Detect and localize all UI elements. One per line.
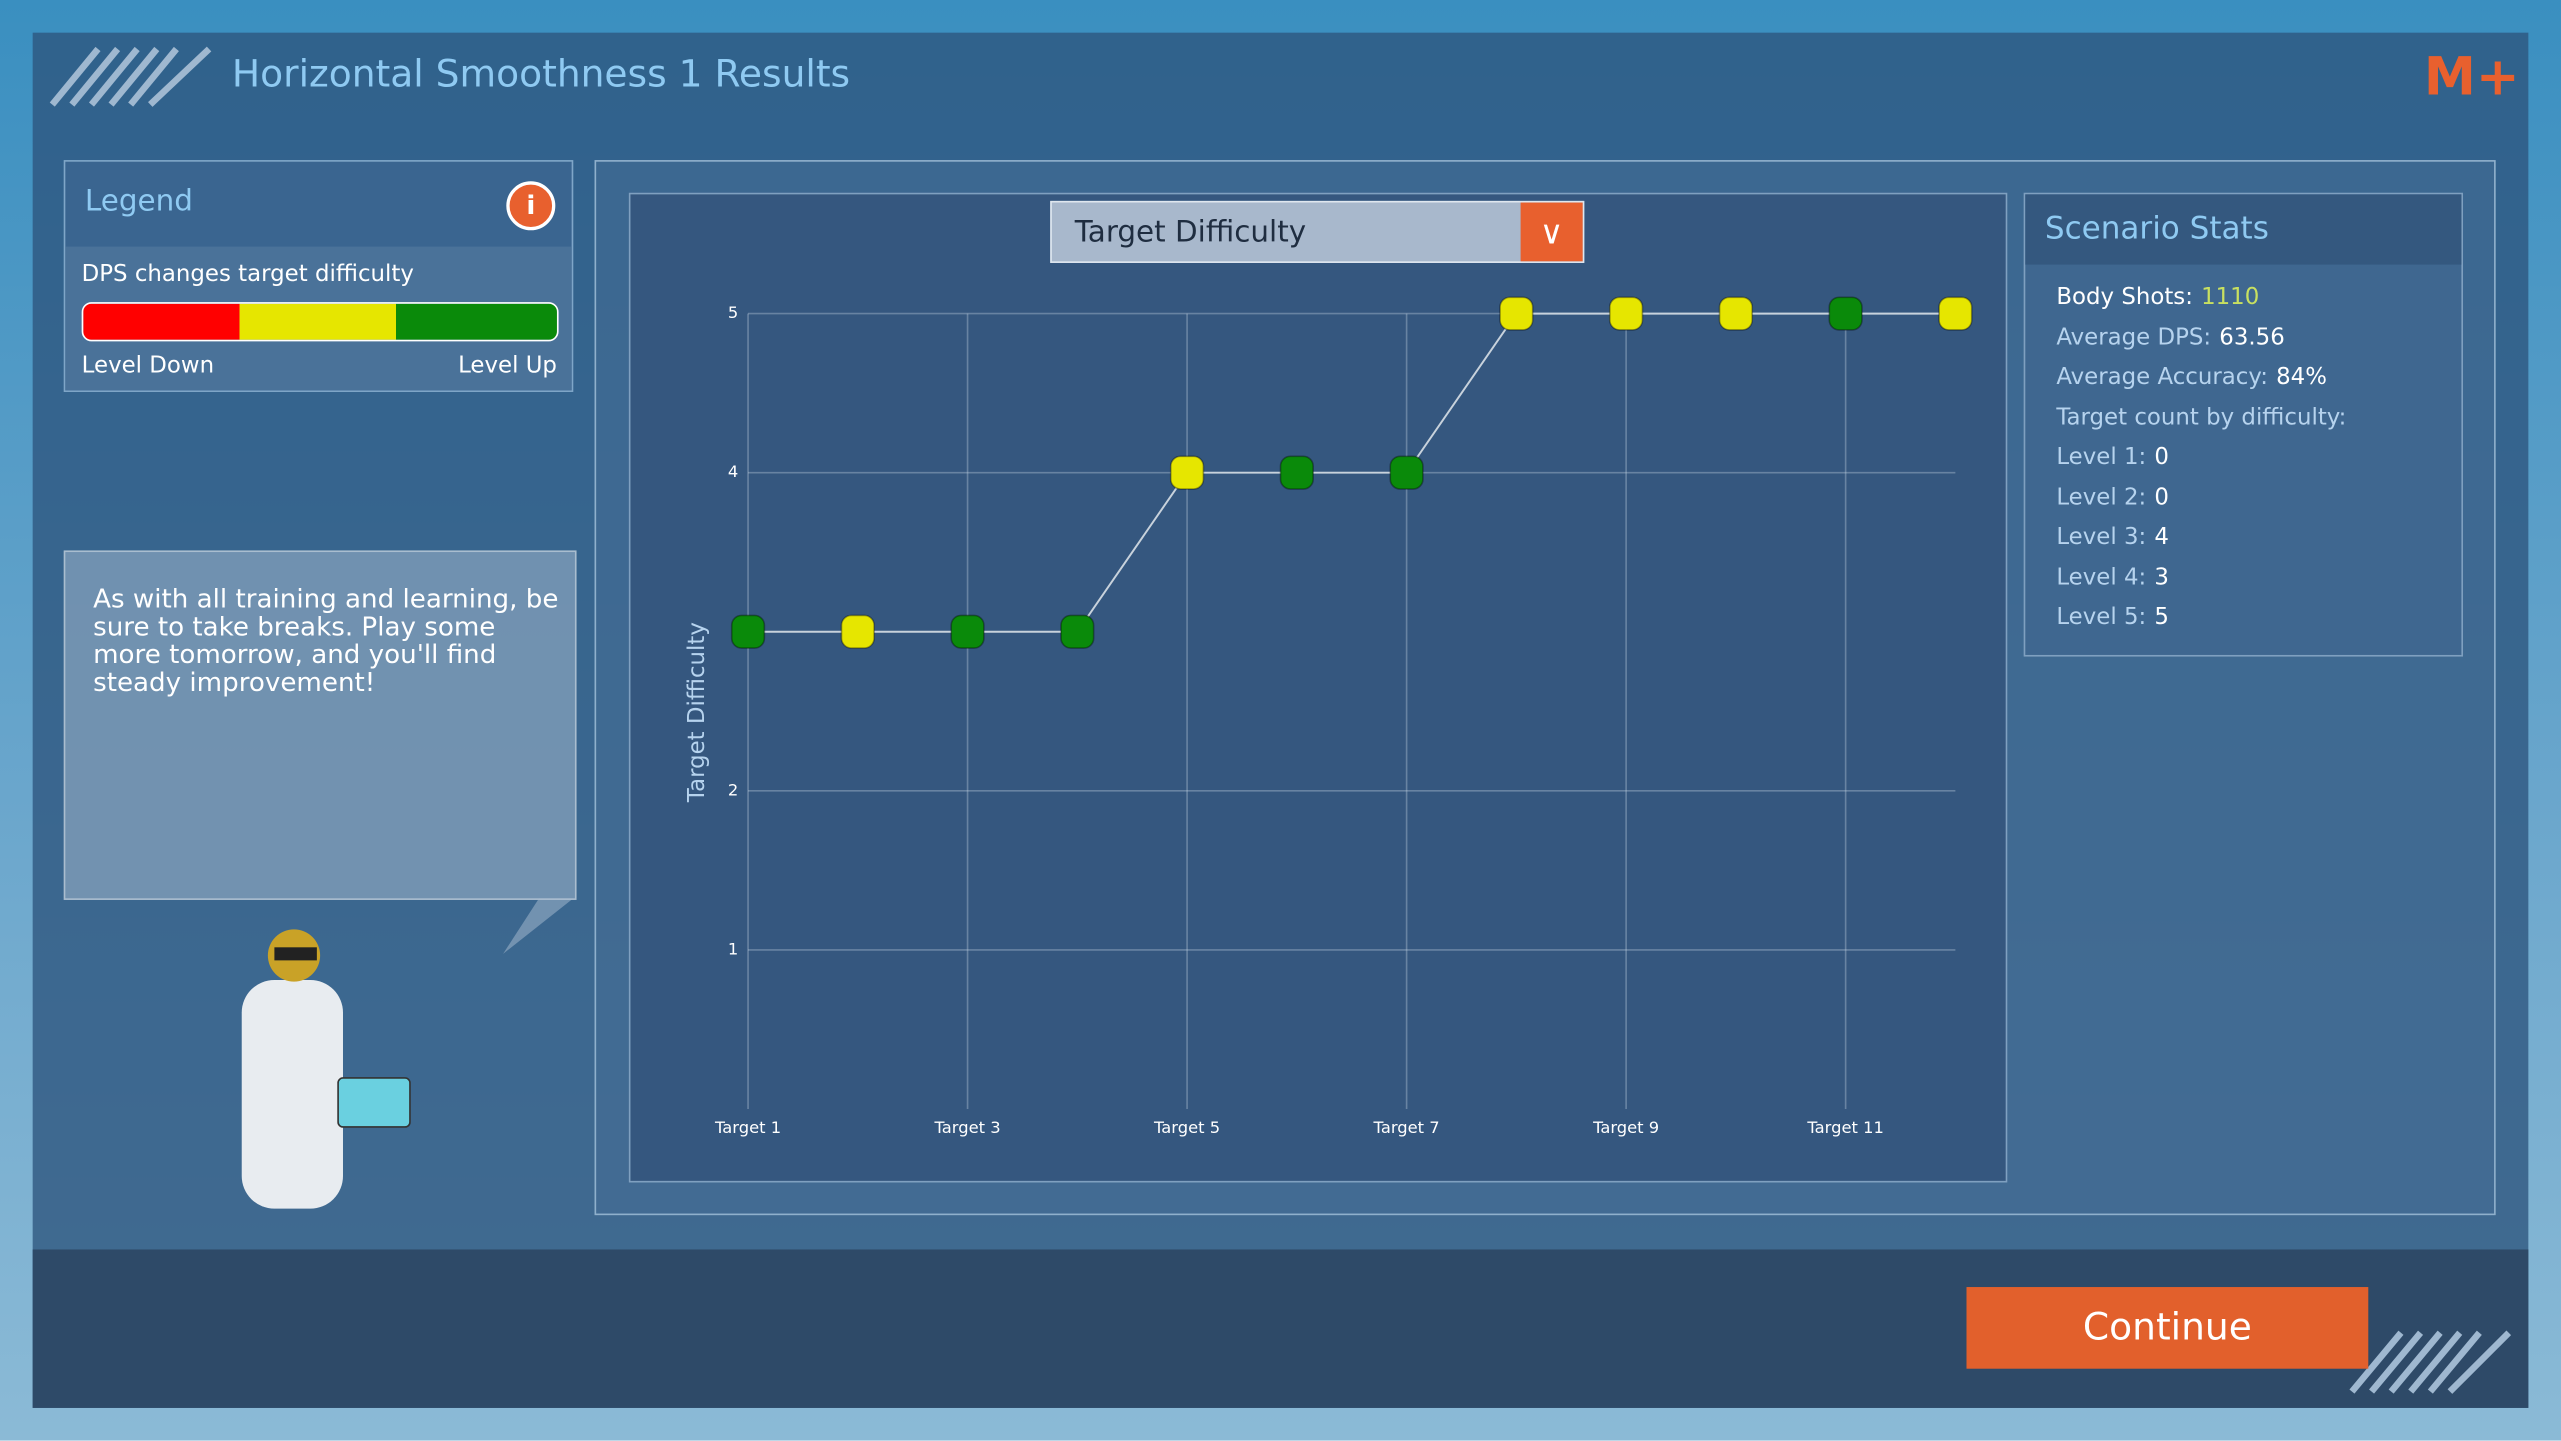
- dropdown-arrow: ∨: [1520, 202, 1583, 262]
- x-tick-label: Target 1: [714, 1118, 781, 1137]
- x-tick-label: Target 3: [934, 1118, 1001, 1137]
- stat-label: Level 2:: [2056, 484, 2147, 511]
- y-tick-label: 2: [728, 780, 738, 799]
- scientist: [241, 929, 411, 1209]
- legend-low: Level Down: [81, 352, 215, 379]
- continue-button[interactable]: Continue: [1966, 1287, 2369, 1369]
- stat-row: Level 4: 3: [2056, 564, 2169, 590]
- stat-row: Average Accuracy: 84%: [2056, 364, 2327, 390]
- stat-label: Average Accuracy:: [2056, 364, 2268, 391]
- dropdown-label: Target Difficulty: [1074, 215, 1307, 250]
- y-tick-label: 5: [728, 303, 738, 322]
- x-tick-label: Target 5: [1153, 1118, 1220, 1137]
- stat-value: 0: [2154, 444, 2169, 471]
- tip-bubble: As with all training and learning, be su…: [63, 550, 577, 900]
- data-point: [1938, 296, 1973, 331]
- stat-label: Average DPS:: [2056, 324, 2212, 351]
- stat-row: Level 3: 4: [2056, 524, 2169, 550]
- y-tick-label: 1: [728, 939, 738, 958]
- data-point: [840, 614, 875, 649]
- x-tick-label: Target 11: [1806, 1118, 1883, 1137]
- x-tick-label: Target 7: [1373, 1118, 1440, 1137]
- stat-value: 63.56: [2219, 324, 2285, 351]
- data-point: [1169, 455, 1205, 490]
- x-tick-label: Target 9: [1592, 1118, 1659, 1137]
- stat-label: Target count by difficulty:: [2056, 404, 2347, 431]
- data-point: [1389, 455, 1424, 490]
- stat-row: Body Shots: 1110: [2056, 284, 2259, 310]
- data-point: [1499, 296, 1534, 331]
- legend-high: Level Up: [458, 352, 557, 379]
- stat-label: Body Shots:: [2056, 284, 2193, 311]
- data-point: [730, 614, 766, 649]
- stat-label: Level 1:: [2056, 444, 2147, 471]
- legend-title: Legend: [84, 184, 193, 219]
- chart-area: [628, 192, 2008, 1183]
- stat-value: 84%: [2276, 364, 2327, 391]
- stripes: [49, 46, 2512, 1394]
- data-point: [1060, 614, 1095, 649]
- stat-value: 3: [2154, 564, 2169, 591]
- logo: M+: [2423, 45, 2520, 108]
- stat-value: 1110: [2201, 284, 2260, 311]
- stats-panel: Scenario Stats Body Shots: 1110 Average DP…: [2023, 192, 2464, 657]
- stat-row: Level 2: 0: [2056, 484, 2169, 510]
- stat-row: Average DPS: 63.56: [2056, 324, 2284, 350]
- info-icon[interactable]: i: [506, 181, 556, 231]
- stat-value: 0: [2154, 484, 2169, 511]
- stats-header: [2025, 194, 2462, 265]
- data-point: [1279, 455, 1314, 490]
- data-line: [748, 312, 1956, 633]
- data-point: [1608, 296, 1644, 331]
- stat-label: Level 5:: [2056, 604, 2147, 631]
- y-tick-label: 4: [728, 462, 738, 481]
- dropdown[interactable]: Target Difficulty ∨: [1050, 200, 1585, 263]
- stat-label: Level 4:: [2056, 564, 2147, 591]
- legend-subtitle: DPS changes target difficulty: [81, 261, 414, 288]
- header-title: Horizontal Smoothness 1 Results: [231, 53, 851, 97]
- stats-title: Scenario Stats: [2044, 210, 2269, 247]
- legend-panel: Legend i DPS changes target difficulty L…: [63, 160, 574, 392]
- stat-row: Target count by difficulty:: [2056, 404, 2346, 430]
- stat-value: 5: [2154, 604, 2169, 631]
- tip-text: As with all training and learning, be su…: [93, 583, 559, 698]
- data-point: [1718, 296, 1754, 331]
- stat-row: Level 5: 5: [2056, 604, 2169, 630]
- stat-row: Level 1: 0: [2056, 444, 2169, 470]
- data-point: [950, 614, 985, 649]
- y-axis-label: Target Difficulty: [684, 622, 710, 803]
- data-point: [1828, 296, 1863, 331]
- stat-value: 4: [2154, 524, 2169, 551]
- stat-label: Level 3:: [2056, 524, 2147, 551]
- legend-bar: [81, 302, 559, 342]
